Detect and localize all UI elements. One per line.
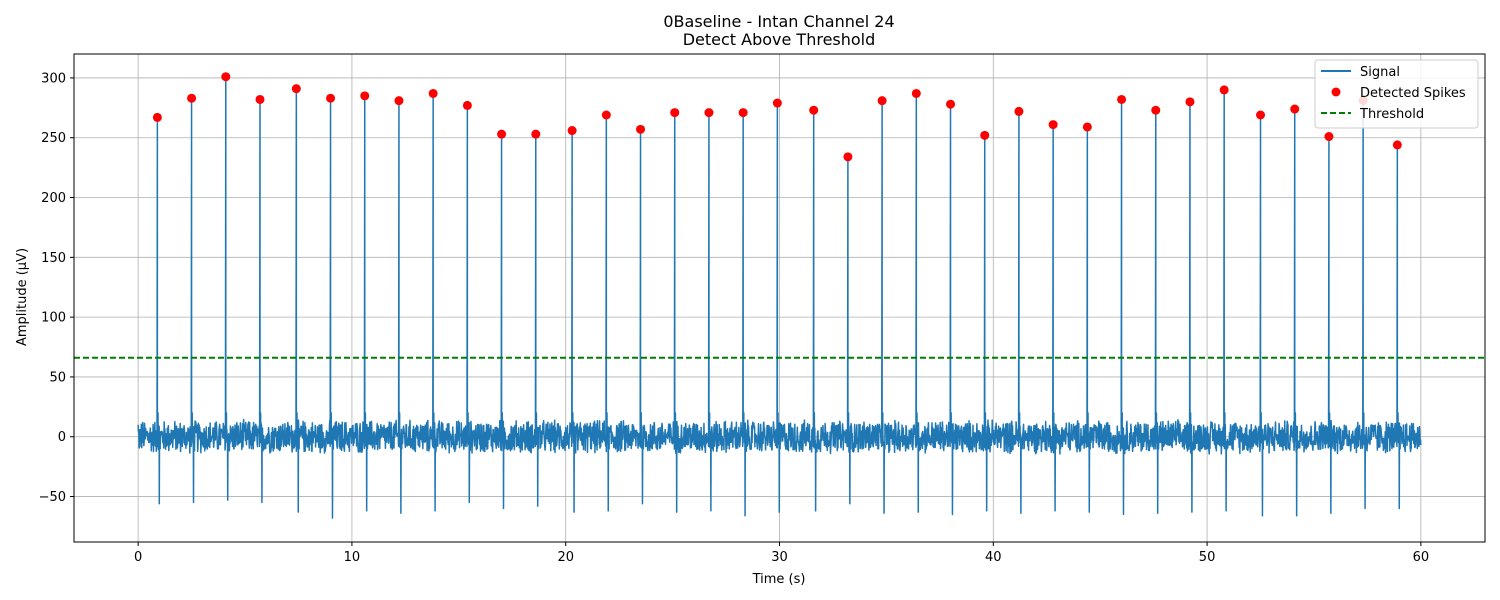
detected-spike-marker [843,152,853,162]
detected-spike-marker [360,91,370,101]
detected-spike-marker [221,72,231,82]
x-tick-label: 50 [1199,550,1216,565]
detected-spike-marker [291,84,301,94]
legend-label-signal: Signal [1360,65,1400,80]
detected-spike-marker [1082,122,1092,132]
y-tick-label: 250 [41,131,66,146]
detected-spike-marker [704,108,714,118]
y-axis: −50 0 50 100 150 200 250 300 [39,71,74,505]
detected-spike-marker [601,110,611,120]
detected-spike-marker [152,112,162,122]
detected-spike-marker [567,126,577,136]
detected-spike-marker [1290,104,1300,114]
detected-spike-marker [738,108,748,118]
detected-spike-marker [809,105,819,115]
detected-spike-marker [531,129,541,139]
detected-spike-marker [980,130,990,140]
legend-label-spikes: Detected Spikes [1360,86,1466,101]
detected-spike-marker [1117,94,1127,104]
detected-spike-marker [772,98,782,108]
detected-spike-marker [497,129,507,139]
legend: Signal Detected Spikes Threshold [1314,59,1479,129]
y-tick-label: 0 [58,430,66,445]
detected-spike-marker [636,124,646,134]
y-tick-label: 50 [49,370,66,385]
detected-spike-marker [187,93,197,103]
legend-label-threshold: Threshold [1359,107,1424,122]
detected-spike-marker [1048,120,1058,130]
legend-spike-marker [1331,87,1341,97]
detected-spike-marker [911,88,921,98]
x-tick-label: 60 [1413,550,1430,565]
x-tick-label: 20 [557,550,574,565]
chart-title: 0Baseline - Intan Channel 24 [663,12,894,31]
x-axis-label: Time (s) [752,572,806,587]
detected-spike-marker [946,99,956,109]
detected-spike-marker [326,93,336,103]
y-axis-label: Amplitude (μV) [15,248,30,346]
detected-spike-marker [428,88,438,98]
detected-spike-marker [670,108,680,118]
chart-subtitle: Detect Above Threshold [683,30,876,49]
x-tick-label: 0 [134,550,142,565]
detected-spike-marker [255,94,265,104]
detected-spike-marker [1219,85,1229,95]
x-tick-label: 40 [985,550,1002,565]
y-tick-label: 200 [41,191,66,206]
detected-spike-marker [1392,140,1402,150]
detected-spike-marker [394,96,404,106]
x-tick-label: 10 [344,550,361,565]
detected-spike-marker [1324,132,1334,142]
detected-spike-marker [462,100,472,110]
detected-spike-marker [1014,106,1024,116]
detected-spike-marker [1151,105,1161,115]
x-axis: 0 10 20 30 40 50 60 [134,542,1429,565]
y-tick-label: 300 [41,71,66,86]
y-tick-label: 100 [41,311,66,326]
detected-spike-marker [1256,110,1266,120]
plot-area [74,72,1485,519]
signal-line [137,75,1422,519]
y-tick-label: 150 [41,251,66,266]
detected-spike-marker [877,96,887,106]
y-tick-label: −50 [39,490,66,505]
detected-spike-marker [1185,97,1195,107]
x-tick-label: 30 [771,550,788,565]
legend-box [1314,59,1479,129]
